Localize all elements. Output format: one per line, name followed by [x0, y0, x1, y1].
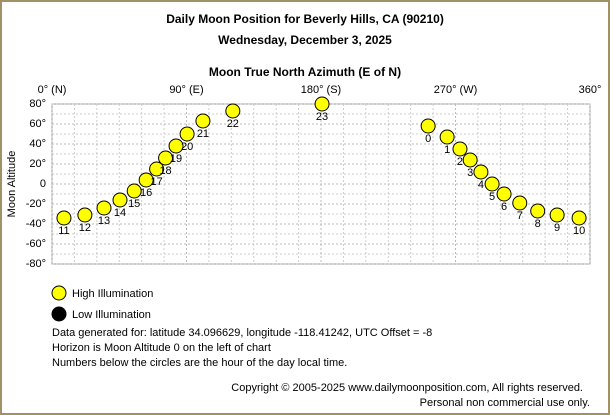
x-axis-title: Moon True North Azimuth (E of N) — [209, 65, 401, 79]
moon-point — [149, 161, 165, 177]
note: Data generated for: latitude 34.096629, … — [52, 327, 432, 339]
moon-point — [512, 195, 528, 211]
hour-label: 3 — [467, 167, 473, 179]
y-tick-label: -20° — [26, 198, 46, 210]
hour-label: 20 — [181, 141, 193, 153]
moon-point — [473, 164, 489, 180]
hour-label: 23 — [316, 111, 328, 123]
x-tick-label: 0° (N) — [38, 84, 67, 96]
hour-label: 14 — [114, 207, 126, 219]
hour-label: 13 — [98, 215, 110, 227]
y-tick-label: 0 — [40, 178, 46, 190]
moon-point — [484, 176, 500, 192]
chart-title: Daily Moon Position for Beverly Hills, C… — [166, 12, 444, 26]
moon-point — [496, 186, 512, 202]
hour-label: 21 — [197, 128, 209, 140]
x-tick-label: 90° (E) — [169, 84, 203, 96]
moon-point — [56, 210, 72, 226]
moon-point — [179, 126, 195, 142]
moon-point — [571, 210, 587, 226]
hour-label: 12 — [79, 222, 91, 234]
copyright: Personal non commercial use only. — [420, 397, 590, 409]
y-tick-label: 80° — [29, 98, 46, 110]
hour-label: 10 — [573, 225, 585, 237]
moon-point — [549, 207, 565, 223]
moon-point — [439, 129, 455, 145]
legend-label: Low Illumination — [72, 309, 151, 321]
moon-point — [126, 183, 142, 199]
hour-label: 7 — [517, 210, 523, 222]
moon-point — [462, 152, 478, 168]
x-tick-label: 360° — [579, 84, 602, 96]
y-tick-label: 20° — [29, 158, 46, 170]
moon-point — [530, 203, 546, 219]
y-tick-label: -60° — [26, 238, 46, 250]
moon-point — [112, 192, 128, 208]
moon-point — [420, 118, 436, 134]
y-tick-label: 40° — [29, 138, 46, 150]
moon-point — [225, 103, 241, 119]
hour-label: 6 — [501, 201, 507, 213]
moon-point — [77, 207, 93, 223]
hour-label: 17 — [150, 176, 162, 188]
note: Horizon is Moon Altitude 0 on the left o… — [52, 342, 271, 354]
hour-label: 5 — [489, 191, 495, 203]
copyright: Copyright © 2005-2025 www.dailymoonposit… — [231, 382, 583, 394]
legend-marker — [51, 306, 67, 322]
moon-point — [158, 150, 174, 166]
hour-label: 15 — [128, 198, 140, 210]
hour-label: 11 — [58, 225, 69, 237]
hour-label: 0 — [425, 133, 431, 145]
x-tick-label: 180° (S) — [301, 84, 341, 96]
hour-label: 1 — [444, 144, 450, 156]
chart-subtitle: Wednesday, December 3, 2025 — [218, 33, 392, 47]
moon-point — [138, 172, 154, 188]
hour-label: 4 — [478, 179, 484, 191]
y-tick-label: 60° — [29, 118, 46, 130]
y-axis-title: Moon Altitude — [6, 151, 18, 218]
legend-marker — [51, 285, 67, 301]
legend-label: High Illumination — [72, 288, 153, 300]
moon-point — [96, 200, 112, 216]
hour-label: 8 — [535, 218, 541, 230]
hour-label: 2 — [457, 156, 463, 168]
moon-point — [168, 138, 184, 154]
moon-point — [195, 113, 211, 129]
moon-point — [452, 141, 468, 157]
y-tick-label: -40° — [26, 218, 46, 230]
hour-label: 9 — [554, 222, 560, 234]
x-tick-label: 270° (W) — [434, 84, 478, 96]
y-tick-label: -80° — [26, 258, 46, 270]
hour-label: 22 — [227, 118, 239, 130]
moon-point — [314, 96, 330, 112]
hour-label: 18 — [159, 165, 171, 177]
note: Numbers below the circles are the hour o… — [52, 357, 347, 369]
hour-label: 16 — [140, 187, 152, 199]
hour-label: 19 — [170, 153, 182, 165]
